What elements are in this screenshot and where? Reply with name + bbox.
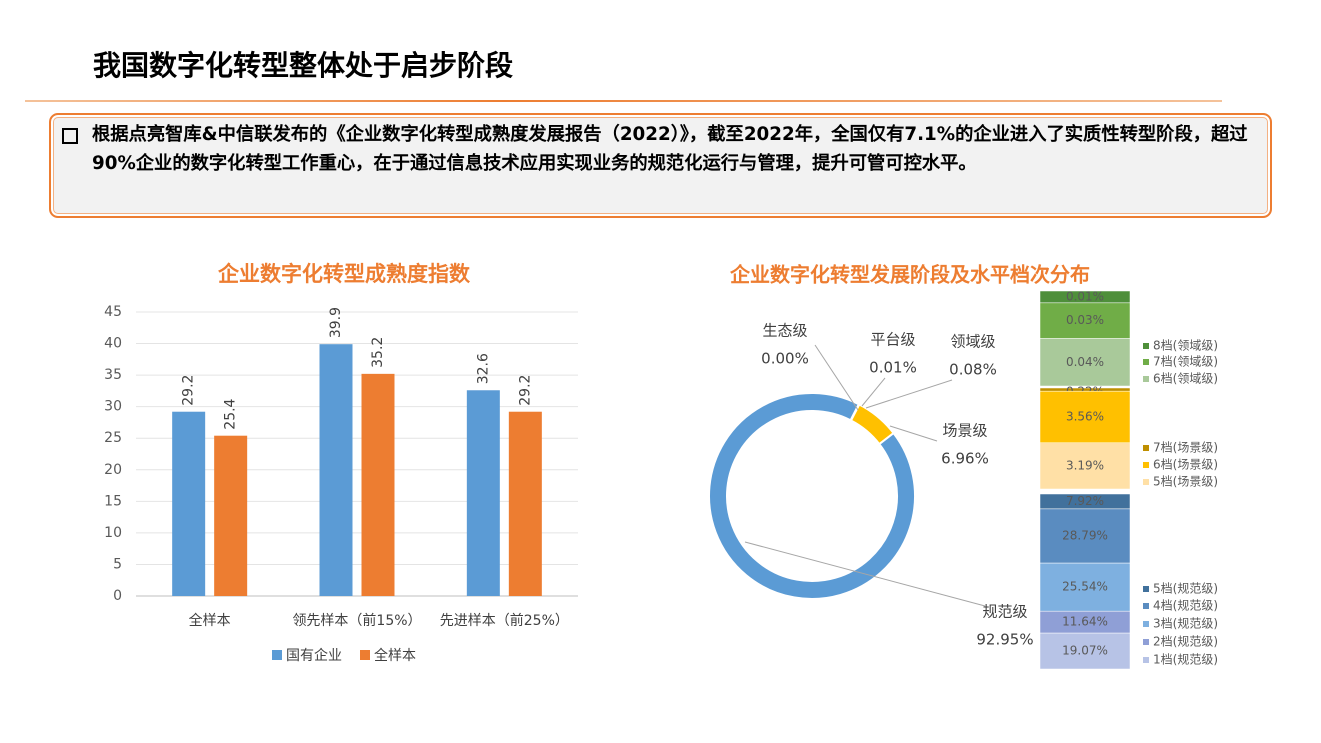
y-tick-label: 25 (104, 430, 122, 446)
data-label: 35.2 (370, 337, 386, 368)
category-label: 场景级 (942, 422, 987, 440)
legend-label: 8档(领域级) (1153, 339, 1218, 353)
data-label: 39.9 (328, 307, 344, 338)
x-tick-label: 全样本 (189, 612, 231, 629)
legend-label: 6档(场景级) (1153, 458, 1218, 472)
value-label: 0.01% (869, 359, 917, 377)
legend-marker (1143, 479, 1149, 485)
segment-label: 7.92% (1066, 494, 1104, 508)
chart-title: 企业数字化转型发展阶段及水平档次分布 (729, 263, 1090, 287)
legend-label: 国有企业 (286, 647, 342, 664)
segment-label: 0.01% (1066, 289, 1104, 303)
divider (25, 100, 1222, 102)
bar (508, 411, 542, 596)
y-tick-label: 0 (113, 588, 122, 604)
y-tick-label: 45 (104, 304, 122, 320)
legend-marker (1143, 445, 1149, 451)
leader-line (814, 344, 859, 411)
y-tick-label: 30 (104, 399, 122, 415)
segment-label: 19.07% (1062, 644, 1108, 658)
legend-marker (1143, 586, 1149, 592)
legend-label: 3档(规范级) (1153, 616, 1218, 631)
value-label: 0.00% (761, 350, 809, 368)
segment-label: 25.54% (1062, 580, 1108, 594)
x-tick-label: 先进样本（前25%） (440, 612, 569, 629)
slide-title: 我国数字化转型整体处于启步阶段 (93, 49, 514, 82)
bar (214, 435, 248, 596)
value-label: 0.08% (949, 361, 997, 379)
legend-label: 7档(场景级) (1153, 441, 1218, 455)
legend-label: 5档(规范级) (1153, 581, 1218, 596)
legend-marker (1143, 359, 1149, 365)
category-label: 规范级 (982, 603, 1027, 621)
legend-marker (1143, 657, 1149, 663)
category-label: 平台级 (870, 331, 915, 349)
leader-line (865, 379, 953, 409)
legend-marker (1143, 621, 1149, 627)
legend-label: 7档(领域级) (1153, 355, 1218, 369)
segment-label: 28.79% (1062, 529, 1108, 543)
segment-label: 11.64% (1062, 615, 1108, 629)
y-tick-label: 20 (104, 462, 122, 478)
segment-label: 0.04% (1066, 355, 1104, 369)
stack-segment (1039, 562, 1131, 612)
legend-marker (1143, 343, 1149, 349)
note-box (49, 113, 1272, 218)
legend-marker (1143, 376, 1149, 382)
legend-marker (360, 650, 370, 660)
value-label: 92.95% (976, 631, 1033, 649)
legend-label: 5档(场景级) (1153, 475, 1218, 489)
bar (466, 390, 500, 596)
data-label: 29.2 (517, 375, 533, 406)
data-label: 32.6 (475, 353, 491, 384)
stack-segment (1039, 338, 1131, 387)
legend-marker (1143, 603, 1149, 609)
chart-title: 企业数字化转型成熟度指数 (217, 262, 471, 286)
y-tick-label: 10 (104, 525, 122, 541)
leader-line (889, 425, 938, 442)
segment-label: 0.03% (1066, 313, 1104, 327)
x-tick-label: 领先样本（前15%） (292, 612, 421, 629)
y-tick-label: 15 (104, 493, 122, 509)
leader-line (861, 377, 886, 407)
stack-segment (1039, 302, 1131, 339)
stack-segment (1039, 508, 1131, 564)
legend-marker (1143, 462, 1149, 468)
donut-segment (708, 392, 916, 600)
category-label: 生态级 (762, 322, 807, 340)
category-label: 领域级 (950, 333, 995, 351)
bar (172, 411, 206, 596)
bar (361, 373, 395, 596)
stack-segment (1039, 442, 1131, 490)
segment-label: 3.56% (1066, 409, 1104, 423)
legend-label: 2档(规范级) (1153, 634, 1218, 649)
legend-label: 全样本 (374, 647, 416, 664)
y-tick-label: 40 (104, 336, 122, 352)
legend-marker (272, 650, 282, 660)
legend-label: 1档(规范级) (1153, 652, 1218, 667)
bar (319, 344, 353, 596)
legend-marker (1143, 639, 1149, 645)
data-label: 25.4 (223, 398, 239, 429)
segment-label: 3.19% (1066, 458, 1104, 472)
y-tick-label: 5 (113, 556, 122, 572)
y-tick-label: 35 (104, 367, 122, 383)
bullet (62, 128, 78, 144)
stack-segment (1039, 390, 1131, 444)
stack-segment (1039, 632, 1131, 670)
legend-label: 4档(规范级) (1153, 598, 1218, 613)
leader-line (744, 541, 986, 607)
legend-label: 6档(领域级) (1153, 372, 1218, 386)
data-label: 29.2 (181, 375, 197, 406)
note-text: 根据点亮智库&中信联发布的《企业数字化转型成熟度发展报告（2022）》，截至20… (92, 124, 1248, 174)
value-label: 6.96% (941, 450, 989, 468)
